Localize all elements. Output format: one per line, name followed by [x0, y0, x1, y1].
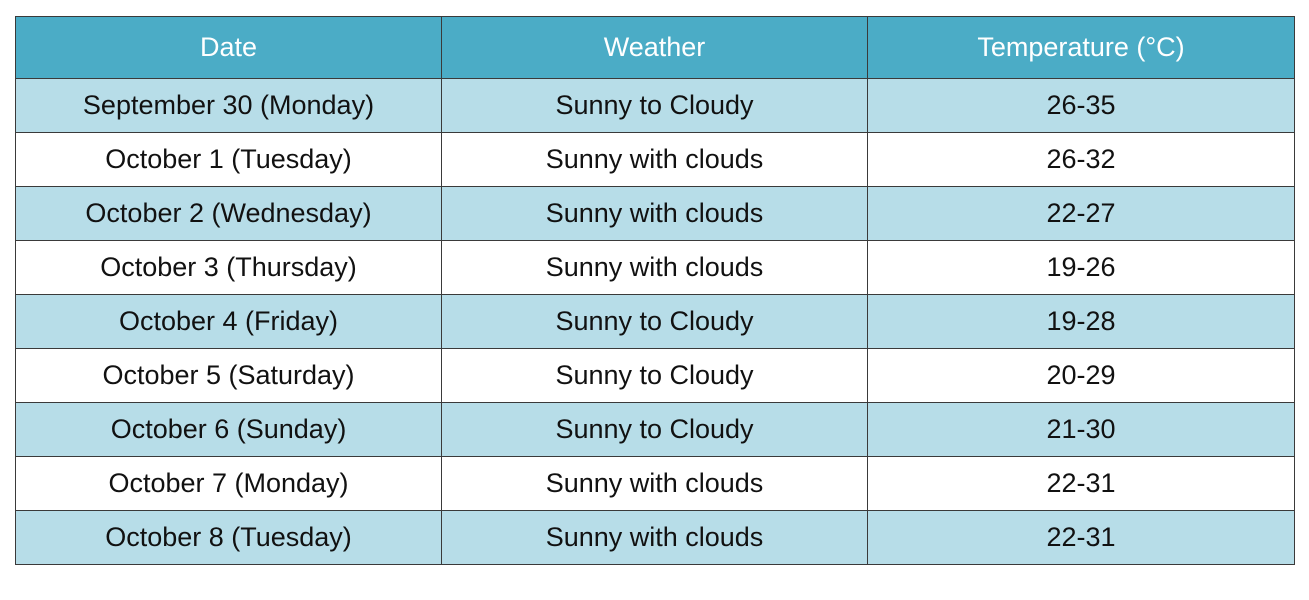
- table-row: October 2 (Wednesday) Sunny with clouds …: [15, 186, 1295, 241]
- temperature-cell: 21-30: [867, 402, 1295, 457]
- temperature-cell: 19-26: [867, 240, 1295, 295]
- table-row: October 1 (Tuesday) Sunny with clouds 26…: [15, 132, 1295, 187]
- date-cell: October 8 (Tuesday): [15, 510, 442, 565]
- table-row: October 8 (Tuesday) Sunny with clouds 22…: [15, 510, 1295, 565]
- weather-forecast-table: Date Weather Temperature (°C) September …: [15, 16, 1295, 565]
- table-row: October 3 (Thursday) Sunny with clouds 1…: [15, 240, 1295, 295]
- date-cell: October 7 (Monday): [15, 456, 442, 511]
- table-row: October 5 (Saturday) Sunny to Cloudy 20-…: [15, 348, 1295, 403]
- weather-cell: Sunny to Cloudy: [441, 78, 868, 133]
- weather-cell: Sunny with clouds: [441, 132, 868, 187]
- table-row: October 6 (Sunday) Sunny to Cloudy 21-30: [15, 402, 1295, 457]
- date-cell: October 3 (Thursday): [15, 240, 442, 295]
- header-temperature: Temperature (°C): [867, 16, 1295, 79]
- table-row: October 4 (Friday) Sunny to Cloudy 19-28: [15, 294, 1295, 349]
- weather-cell: Sunny with clouds: [441, 240, 868, 295]
- weather-cell: Sunny with clouds: [441, 456, 868, 511]
- date-cell: October 2 (Wednesday): [15, 186, 442, 241]
- weather-cell: Sunny to Cloudy: [441, 402, 868, 457]
- temperature-cell: 26-35: [867, 78, 1295, 133]
- temperature-cell: 19-28: [867, 294, 1295, 349]
- date-cell: October 4 (Friday): [15, 294, 442, 349]
- weather-cell: Sunny to Cloudy: [441, 348, 868, 403]
- weather-table-container: Date Weather Temperature (°C) September …: [15, 16, 1295, 565]
- header-date: Date: [15, 16, 442, 79]
- temperature-cell: 26-32: [867, 132, 1295, 187]
- table-row: October 7 (Monday) Sunny with clouds 22-…: [15, 456, 1295, 511]
- temperature-cell: 22-31: [867, 510, 1295, 565]
- date-cell: October 5 (Saturday): [15, 348, 442, 403]
- weather-cell: Sunny to Cloudy: [441, 294, 868, 349]
- weather-cell: Sunny with clouds: [441, 510, 868, 565]
- temperature-cell: 22-27: [867, 186, 1295, 241]
- temperature-cell: 22-31: [867, 456, 1295, 511]
- table-row: September 30 (Monday) Sunny to Cloudy 26…: [15, 78, 1295, 133]
- temperature-cell: 20-29: [867, 348, 1295, 403]
- weather-cell: Sunny with clouds: [441, 186, 868, 241]
- date-cell: October 1 (Tuesday): [15, 132, 442, 187]
- header-row: Date Weather Temperature (°C): [15, 16, 1295, 79]
- header-weather: Weather: [441, 16, 868, 79]
- date-cell: October 6 (Sunday): [15, 402, 442, 457]
- date-cell: September 30 (Monday): [15, 78, 442, 133]
